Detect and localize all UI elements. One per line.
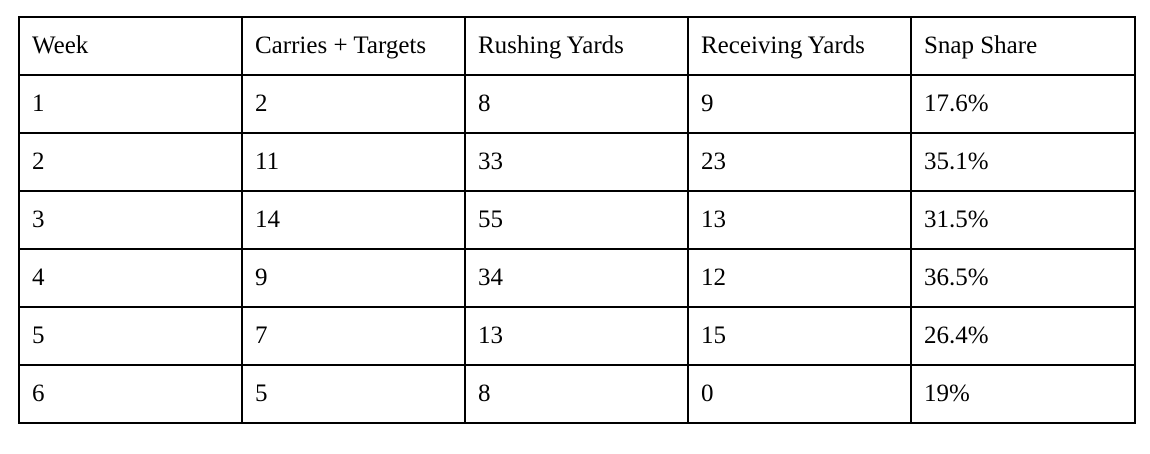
header-carries-targets: Carries + Targets: [241, 16, 466, 76]
cell-rushing-yards: 34: [464, 248, 689, 308]
cell-carries-targets: 9: [241, 248, 466, 308]
cell-rushing-yards: 8: [464, 364, 689, 424]
cell-receiving-yards: 23: [687, 132, 912, 192]
cell-receiving-yards: 0: [687, 364, 912, 424]
cell-receiving-yards: 13: [687, 190, 912, 250]
cell-carries-targets: 14: [241, 190, 466, 250]
cell-carries-targets: 2: [241, 74, 466, 134]
cell-rushing-yards: 55: [464, 190, 689, 250]
header-receiving-yards: Receiving Yards: [687, 16, 912, 76]
cell-snap-share: 31.5%: [910, 190, 1136, 250]
table-row: 5 7 13 15 26.4%: [18, 306, 1136, 366]
stats-table: Week Carries + Targets Rushing Yards Rec…: [18, 16, 1136, 424]
cell-receiving-yards: 9: [687, 74, 912, 134]
cell-snap-share: 17.6%: [910, 74, 1136, 134]
cell-week: 5: [18, 306, 243, 366]
table-row: 1 2 8 9 17.6%: [18, 74, 1136, 134]
table-row: 3 14 55 13 31.5%: [18, 190, 1136, 250]
table-header-row: Week Carries + Targets Rushing Yards Rec…: [18, 16, 1136, 76]
cell-snap-share: 26.4%: [910, 306, 1136, 366]
cell-snap-share: 35.1%: [910, 132, 1136, 192]
cell-snap-share: 19%: [910, 364, 1136, 424]
cell-week: 1: [18, 74, 243, 134]
cell-week: 2: [18, 132, 243, 192]
table-row: 4 9 34 12 36.5%: [18, 248, 1136, 308]
table-row: 2 11 33 23 35.1%: [18, 132, 1136, 192]
cell-carries-targets: 5: [241, 364, 466, 424]
table-row: 6 5 8 0 19%: [18, 364, 1136, 424]
cell-receiving-yards: 15: [687, 306, 912, 366]
cell-rushing-yards: 33: [464, 132, 689, 192]
header-week: Week: [18, 16, 243, 76]
cell-week: 3: [18, 190, 243, 250]
header-snap-share: Snap Share: [910, 16, 1136, 76]
cell-carries-targets: 11: [241, 132, 466, 192]
cell-rushing-yards: 13: [464, 306, 689, 366]
cell-rushing-yards: 8: [464, 74, 689, 134]
cell-week: 6: [18, 364, 243, 424]
cell-snap-share: 36.5%: [910, 248, 1136, 308]
cell-week: 4: [18, 248, 243, 308]
cell-receiving-yards: 12: [687, 248, 912, 308]
cell-carries-targets: 7: [241, 306, 466, 366]
header-rushing-yards: Rushing Yards: [464, 16, 689, 76]
